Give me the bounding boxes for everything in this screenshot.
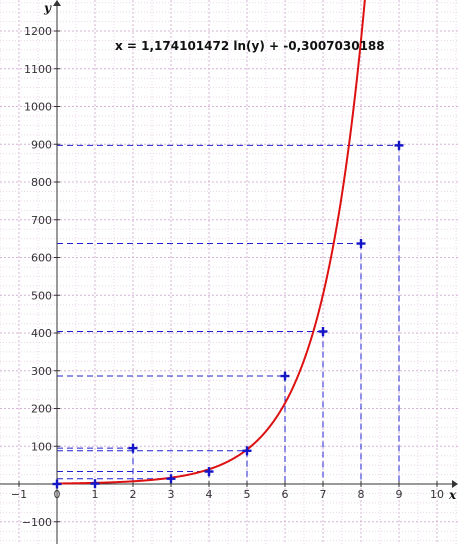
x-axis-arrow xyxy=(452,480,458,488)
y-tick-label: 1100 xyxy=(24,63,52,76)
data-point xyxy=(90,479,100,489)
y-tick-label: 600 xyxy=(31,252,52,265)
tick-labels: −1 0 1 2 3 4 5 6 7 8 9 10 −100 100 200 300 400 500 600 700 8… xyxy=(11,25,444,529)
y-axis-arrow xyxy=(53,0,61,6)
data-point xyxy=(52,479,62,489)
y-tick-label: 300 xyxy=(31,365,52,378)
y-tick-label: 500 xyxy=(31,289,52,302)
y-tick-label: 700 xyxy=(31,214,52,227)
y-axis-label: y xyxy=(43,1,52,15)
x-tick-label: −1 xyxy=(11,488,27,501)
x-tick-label: 0 xyxy=(54,488,61,501)
x-tick-label: 6 xyxy=(282,488,289,501)
data-point xyxy=(242,446,252,456)
x-tick-label: 1 xyxy=(92,488,99,501)
y-tick-label: 100 xyxy=(31,440,52,453)
data-point xyxy=(128,443,138,453)
data-point xyxy=(394,140,404,150)
data-point xyxy=(356,239,366,249)
data-point xyxy=(166,474,176,484)
y-tick-label: 1200 xyxy=(24,25,52,38)
x-tick-label: 10 xyxy=(430,488,444,501)
x-tick-label: 2 xyxy=(130,488,137,501)
y-tick-label: 900 xyxy=(31,138,52,151)
x-tick-label: 4 xyxy=(206,488,213,501)
guide-lines xyxy=(57,144,400,485)
data-point xyxy=(318,326,328,336)
y-tick-label: 800 xyxy=(31,176,52,189)
data-point xyxy=(280,371,290,381)
y-tick-label: −100 xyxy=(22,516,52,529)
x-tick-label: 8 xyxy=(358,488,365,501)
x-tick-label: 3 xyxy=(168,488,175,501)
data-points xyxy=(52,140,404,489)
x-tick-label: 7 xyxy=(320,488,327,501)
data-point xyxy=(204,467,214,477)
fit-equation: x = 1,174101472 ln(y) + -0,3007030188 xyxy=(115,39,385,53)
x-tick-label: 5 xyxy=(244,488,251,501)
x-tick-label: 9 xyxy=(396,488,403,501)
y-tick-label: 200 xyxy=(31,403,52,416)
fit-curve xyxy=(56,0,366,485)
y-tick-label: 1000 xyxy=(24,101,52,114)
x-axis-label: x xyxy=(448,488,457,502)
y-tick-label: 400 xyxy=(31,327,52,340)
